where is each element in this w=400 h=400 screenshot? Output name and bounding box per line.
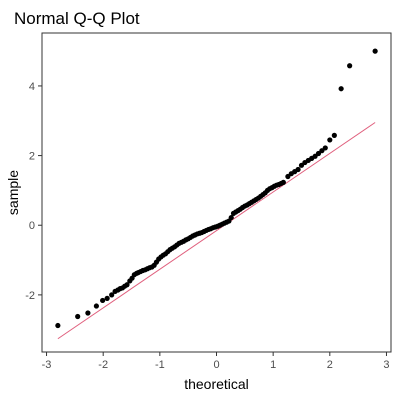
x-tick-label: 0 bbox=[213, 359, 219, 371]
data-point bbox=[124, 282, 130, 288]
data-point bbox=[104, 295, 110, 301]
x-tick-label: -2 bbox=[98, 359, 108, 371]
y-axis-label: sample bbox=[5, 170, 21, 215]
data-point bbox=[85, 310, 91, 316]
data-point bbox=[109, 292, 115, 298]
data-point bbox=[93, 303, 99, 309]
y-tick-label: 2 bbox=[29, 151, 35, 163]
y-tick-label: -2 bbox=[25, 290, 35, 302]
x-axis-label: theoretical bbox=[184, 376, 249, 392]
data-point bbox=[338, 86, 344, 92]
y-axis: -2 0 2 4 bbox=[25, 81, 42, 302]
data-point bbox=[55, 322, 61, 329]
x-tick-label: -1 bbox=[155, 359, 165, 371]
x-tick-label: 2 bbox=[327, 359, 333, 371]
y-tick-label: 4 bbox=[29, 81, 35, 93]
data-point bbox=[347, 63, 353, 69]
reference-line bbox=[57, 122, 376, 340]
chart-title: Normal Q-Q Plot bbox=[14, 9, 140, 28]
x-tick-label: 1 bbox=[270, 359, 276, 371]
sample-points bbox=[55, 48, 378, 329]
data-point bbox=[322, 145, 328, 151]
x-axis: -3 -2 -1 0 1 2 3 bbox=[42, 352, 390, 371]
y-tick-label: 0 bbox=[29, 220, 35, 232]
data-point bbox=[331, 132, 337, 138]
data-point bbox=[327, 137, 333, 143]
data-point bbox=[295, 166, 301, 173]
plot-panel bbox=[41, 32, 392, 353]
x-tick-label: -3 bbox=[42, 359, 52, 371]
data-point bbox=[75, 313, 81, 320]
data-point bbox=[372, 48, 378, 54]
data-point bbox=[280, 179, 286, 186]
x-tick-label: 3 bbox=[383, 359, 389, 371]
data-point bbox=[228, 214, 234, 221]
data-point bbox=[100, 297, 106, 304]
